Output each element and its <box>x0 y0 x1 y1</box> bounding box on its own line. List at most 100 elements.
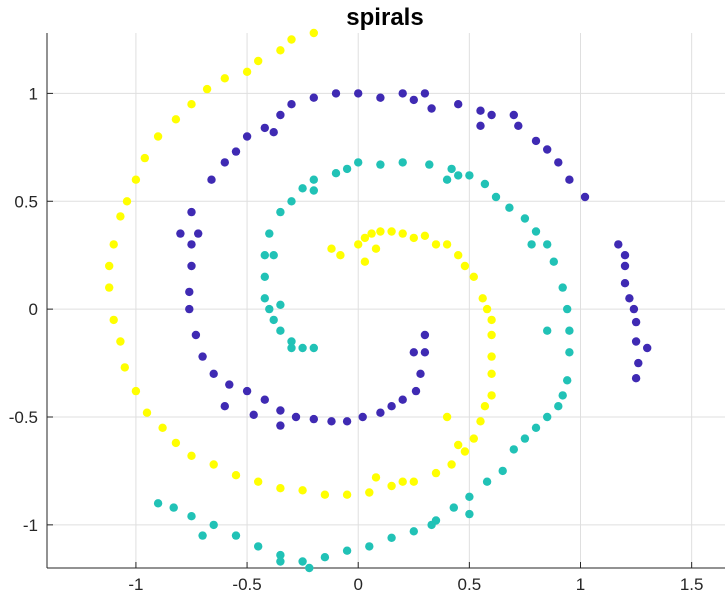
scatter-point <box>509 110 518 120</box>
scatter-point <box>365 542 374 551</box>
scatter-point <box>336 251 345 260</box>
scatter-point <box>309 414 318 424</box>
x-tick-label: 1.5 <box>680 575 704 594</box>
scatter-point <box>478 294 487 303</box>
scatter-point <box>409 95 418 105</box>
scatter-point <box>260 294 269 303</box>
scatter-point <box>480 402 490 411</box>
scatter-point <box>276 300 285 309</box>
scatter-point <box>476 417 485 426</box>
scatter-point <box>454 251 463 260</box>
scatter-point <box>269 128 278 137</box>
scatter-point <box>131 386 141 396</box>
scatter-point <box>487 110 496 120</box>
scatter-point <box>287 197 296 206</box>
scatter-point <box>231 531 241 540</box>
scatter-point <box>398 395 407 404</box>
scatter-point <box>269 315 278 325</box>
scatter-point <box>142 408 152 417</box>
scatter-point <box>447 460 456 469</box>
scatter-point <box>109 315 118 325</box>
scatter-point <box>327 417 336 426</box>
scatter-point <box>565 326 574 335</box>
scatter-point <box>360 233 370 243</box>
scatter-point <box>454 171 463 180</box>
scatter-point <box>176 229 185 238</box>
scatter-point <box>427 104 436 113</box>
scatter-point <box>298 343 307 353</box>
scatter-point <box>185 304 194 314</box>
scatter-point <box>465 509 474 519</box>
scatter-point <box>487 352 496 361</box>
scatter-point <box>631 317 641 327</box>
scatter-point <box>487 369 496 378</box>
scatter-point <box>454 440 463 450</box>
scatter-point <box>482 477 492 486</box>
scatter-point <box>276 550 285 560</box>
scatter-point <box>620 251 630 260</box>
scatter-point <box>442 175 452 184</box>
scatter-point <box>231 147 241 156</box>
scatter-point <box>425 160 434 169</box>
scatter-point <box>487 315 496 325</box>
scatter-point <box>514 121 523 130</box>
scatter-point <box>287 343 296 353</box>
scatter-point <box>225 380 234 389</box>
scatter-point <box>387 481 396 491</box>
scatter-point <box>209 520 218 530</box>
scatter-point <box>187 261 196 271</box>
scatter-point <box>169 503 178 512</box>
scatter-point <box>520 214 530 223</box>
scatter-point <box>431 468 441 478</box>
scatter-point <box>387 227 396 236</box>
scatter-point <box>376 227 385 236</box>
scatter-point <box>558 391 567 400</box>
scatter-point <box>354 89 363 98</box>
scatter-point <box>354 158 363 167</box>
scatter-point <box>287 337 296 346</box>
scatter-point <box>549 257 558 266</box>
scatter-point <box>543 412 552 422</box>
scatter-point <box>543 326 552 335</box>
scatter-point <box>122 197 132 206</box>
scatter-point <box>447 164 456 174</box>
scatter-point <box>116 212 125 221</box>
scatter-point <box>291 412 301 422</box>
scatter-point <box>563 304 572 314</box>
scatter-point <box>480 179 490 189</box>
scatter-point <box>554 158 563 167</box>
scatter-point <box>309 186 318 195</box>
scatter-point <box>220 74 229 83</box>
scatter-point <box>220 402 229 411</box>
scatter-point <box>298 557 307 566</box>
scatter-point <box>520 434 530 443</box>
scatter-point <box>543 145 552 154</box>
scatter-point <box>265 304 274 314</box>
y-tick-label: -1 <box>23 516 38 535</box>
scatter-point <box>371 244 381 253</box>
scatter-point <box>527 240 536 249</box>
scatter-point <box>420 348 430 357</box>
scatter-point <box>276 421 285 430</box>
scatter-point <box>531 423 541 432</box>
scatter-point <box>620 261 630 271</box>
scatter-point <box>531 227 541 236</box>
chart-title: spirals <box>346 4 423 31</box>
scatter-point <box>531 136 541 146</box>
scatter-point <box>376 160 385 169</box>
scatter-point <box>140 153 149 163</box>
x-tick-label: -0.5 <box>232 575 261 594</box>
scatter-point <box>276 326 285 335</box>
scatter-point <box>187 207 196 217</box>
scatter-point <box>643 343 652 353</box>
scatter-point <box>554 402 563 411</box>
scatter-point <box>476 121 485 130</box>
scatter-point <box>454 100 463 109</box>
scatter-point <box>409 233 418 243</box>
scatter-point <box>442 240 452 249</box>
scatter-point <box>565 175 574 184</box>
y-tick-label: 1 <box>29 84 38 103</box>
scatter-point <box>187 240 196 249</box>
scatter-point <box>171 438 181 448</box>
scatter-point <box>265 229 274 238</box>
